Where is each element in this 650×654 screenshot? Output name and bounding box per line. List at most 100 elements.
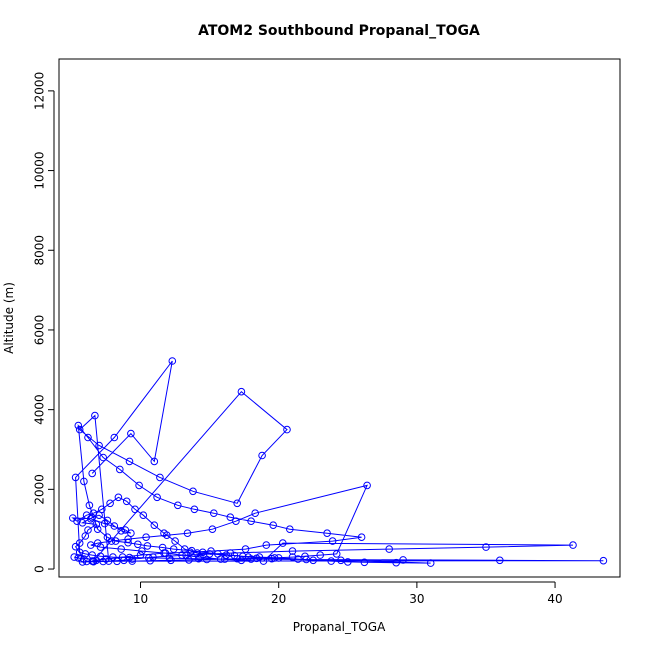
- data-point: [222, 551, 230, 559]
- y-tick-label: 4000: [33, 394, 47, 425]
- data-point: [109, 553, 117, 561]
- data-point: [233, 499, 241, 508]
- data-point: [103, 533, 112, 542]
- x-tick-label: 30: [409, 592, 424, 606]
- y-tick-label: 2000: [33, 474, 47, 505]
- data-point: [73, 517, 81, 526]
- data-point: [161, 549, 170, 557]
- y-axis-label: Altitude (m): [2, 282, 16, 354]
- data-point: [599, 556, 608, 565]
- data-point: [84, 526, 92, 534]
- data-point: [216, 555, 225, 563]
- data-point: [127, 529, 135, 538]
- data-point: [110, 433, 119, 442]
- data-point: [75, 548, 84, 557]
- data-point: [136, 551, 145, 559]
- data-point: [100, 519, 109, 528]
- data-point: [344, 558, 352, 566]
- y-tick-label: 12000: [33, 72, 47, 110]
- data-point: [279, 539, 287, 547]
- data-point: [107, 537, 116, 545]
- data-point: [232, 517, 240, 526]
- y-tick-label: 0: [33, 565, 47, 573]
- data-point: [226, 549, 235, 557]
- data-point: [84, 433, 92, 442]
- x-axis-label: Propanal_TOGA: [293, 620, 386, 634]
- data-point: [142, 533, 150, 542]
- data-point: [70, 553, 78, 561]
- data-point: [251, 509, 259, 518]
- data-point: [125, 553, 134, 562]
- data-point: [85, 501, 94, 510]
- data-point: [327, 557, 336, 565]
- data-point: [78, 519, 87, 527]
- data-point: [150, 457, 159, 466]
- data-point: [98, 505, 106, 514]
- data-point: [241, 545, 250, 553]
- chart-title: ATOM2 Southbound Propanal_TOGA: [198, 23, 480, 39]
- series-group: [69, 357, 608, 567]
- data-point: [237, 387, 246, 396]
- data-point: [187, 546, 196, 555]
- series-line: [71, 360, 604, 564]
- data-point: [125, 457, 134, 466]
- x-tick-label: 10: [133, 592, 148, 606]
- data-point: [194, 554, 203, 563]
- data-point: [385, 545, 394, 553]
- data-point: [357, 533, 366, 542]
- data-point: [75, 539, 84, 547]
- data-point: [117, 545, 125, 553]
- data-point: [210, 509, 218, 518]
- data-point: [116, 465, 124, 474]
- data-point: [134, 540, 142, 549]
- data-point: [121, 526, 130, 534]
- data-point: [226, 513, 235, 522]
- data-point: [138, 547, 146, 555]
- data-point: [247, 555, 255, 563]
- data-point: [496, 556, 504, 565]
- data-point: [203, 555, 211, 564]
- data-point: [91, 411, 99, 420]
- data-point: [88, 469, 96, 478]
- data-point: [168, 357, 177, 365]
- x-tick-label: 40: [547, 592, 562, 606]
- data-point: [183, 529, 192, 538]
- data-point: [111, 537, 120, 545]
- data-point: [207, 547, 215, 555]
- data-point: [208, 525, 217, 534]
- data-point: [269, 521, 278, 530]
- data-point: [189, 487, 197, 496]
- data-point: [288, 553, 297, 561]
- data-point: [93, 525, 102, 534]
- y-axis: 0 2000 4000 6000 8000 10000 12000: [33, 72, 55, 573]
- y-tick-label: 6000: [33, 315, 47, 346]
- data-point: [124, 535, 132, 543]
- data-point: [81, 532, 90, 540]
- data-point: [252, 554, 261, 563]
- x-tick-label: 20: [271, 592, 286, 606]
- data-point: [171, 537, 179, 545]
- data-point: [190, 505, 199, 514]
- data-point: [104, 557, 113, 565]
- data-point: [99, 453, 107, 462]
- data-point: [233, 554, 241, 563]
- data-point: [106, 499, 114, 508]
- data-point: [302, 555, 311, 564]
- data-point: [92, 520, 101, 529]
- data-point: [482, 543, 490, 551]
- data-point: [283, 425, 291, 434]
- data-point: [110, 522, 119, 530]
- data-point: [135, 481, 143, 490]
- data-point: [288, 547, 297, 555]
- data-point: [71, 473, 80, 482]
- data-point: [270, 554, 279, 562]
- data-point: [139, 511, 148, 520]
- data-point: [163, 531, 171, 540]
- data-point: [87, 541, 95, 549]
- data-point: [96, 543, 105, 551]
- data-point: [399, 556, 407, 564]
- data-point: [114, 493, 123, 502]
- data-point: [78, 558, 87, 566]
- data-point: [156, 473, 164, 482]
- data-point: [143, 542, 152, 550]
